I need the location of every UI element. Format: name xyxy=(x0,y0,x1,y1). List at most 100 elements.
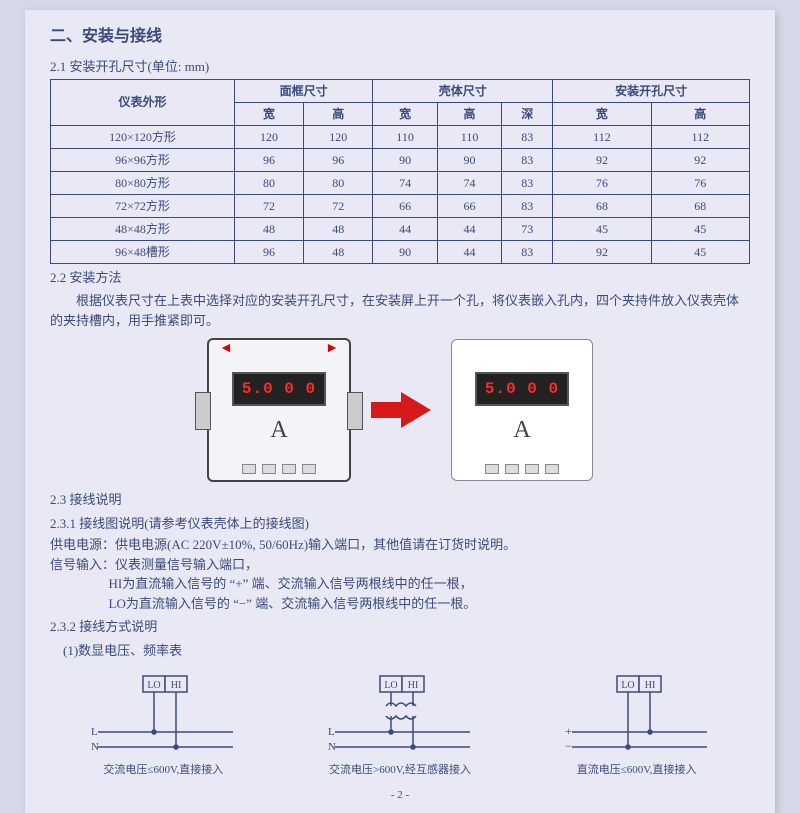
svg-text:HI: HI xyxy=(408,680,419,691)
table-cell: 66 xyxy=(437,194,501,217)
heading-2-1: 2.1 安装开孔尺寸(单位: mm) xyxy=(50,57,750,77)
col-frame: 面框尺寸 xyxy=(234,79,372,102)
table-cell: 45 xyxy=(651,240,749,263)
table-cell: 72 xyxy=(304,194,373,217)
svg-text:N: N xyxy=(91,741,99,753)
table-cell: 96×48槽形 xyxy=(51,240,235,263)
table-cell: 80 xyxy=(304,171,373,194)
table-cell: 48 xyxy=(304,217,373,240)
table-cell: 120×120方形 xyxy=(51,125,235,148)
meter-with-clips: ◄► 5.0 0 0 A xyxy=(207,338,351,482)
table-cell: 96 xyxy=(234,240,303,263)
install-figure: ◄► 5.0 0 0 A 5.0 0 0 A xyxy=(50,338,750,482)
table-header-row: 仪表外形 面框尺寸 壳体尺寸 安装开孔尺寸 xyxy=(51,79,750,102)
table-cell: 44 xyxy=(437,217,501,240)
svg-text:+: + xyxy=(565,724,572,738)
svg-text:−: − xyxy=(565,739,572,753)
wiring-svg-3: LO HI + − xyxy=(557,672,717,762)
top-arrows: ◄► xyxy=(209,338,349,359)
col-shape: 仪表外形 xyxy=(51,79,235,125)
svg-text:LO: LO xyxy=(621,680,634,691)
table-cell: 92 xyxy=(553,148,651,171)
table-cell: 48 xyxy=(234,217,303,240)
page-title: 二、安装与接线 xyxy=(50,25,750,49)
table-cell: 45 xyxy=(553,217,651,240)
table-cell: 83 xyxy=(502,171,553,194)
table-row: 120×120方形12012011011083112112 xyxy=(51,125,750,148)
unit-label: A xyxy=(270,412,287,448)
lcd-value: 5.0 0 0 xyxy=(242,377,316,401)
wiring-diagram-1: LO HI L N 交流电压≤600V,直接接入 xyxy=(63,672,263,779)
table-cell: 74 xyxy=(373,171,437,194)
svg-text:LO: LO xyxy=(148,680,161,691)
wiring-diagram-3: LO HI + − 直流电压≤600V,直接接入 xyxy=(537,672,737,779)
table-cell: 96 xyxy=(234,148,303,171)
table-cell: 96 xyxy=(304,148,373,171)
table-cell: 74 xyxy=(437,171,501,194)
table-cell: 48×48方形 xyxy=(51,217,235,240)
clip-right-icon xyxy=(347,392,363,430)
svg-text:HI: HI xyxy=(644,680,655,691)
table-cell: 76 xyxy=(651,171,749,194)
table-row: 96×96方形96969090839292 xyxy=(51,148,750,171)
table-cell: 83 xyxy=(502,148,553,171)
table-row: 48×48方形48484444734545 xyxy=(51,217,750,240)
table-cell: 90 xyxy=(437,148,501,171)
wiring-diagram-2: LO HI L N 交流电压>600V,经互感器接入 xyxy=(300,672,500,779)
table-cell: 44 xyxy=(437,240,501,263)
table-cell: 68 xyxy=(553,194,651,217)
table-cell: 73 xyxy=(502,217,553,240)
table-cell: 120 xyxy=(304,125,373,148)
table-cell: 92 xyxy=(651,148,749,171)
signal-text: 仪表测量信号输入端口， xyxy=(115,557,258,572)
svg-text:L: L xyxy=(328,726,335,738)
table-cell: 45 xyxy=(651,217,749,240)
page-number: - 2 - xyxy=(50,787,750,804)
lcd-value: 5.0 0 0 xyxy=(485,377,559,401)
table-cell: 80 xyxy=(234,171,303,194)
heading-2-3-1: 2.3.1 接线图说明(请参考仪表壳体上的接线图) xyxy=(50,514,750,534)
power-line: 供电电源：供电电源(AC 220V±10%, 50/60Hz)输入端口，其他值请… xyxy=(50,535,750,555)
table-cell: 72×72方形 xyxy=(51,194,235,217)
svg-text:HI: HI xyxy=(171,680,182,691)
table-cell: 83 xyxy=(502,194,553,217)
table-cell: 44 xyxy=(373,217,437,240)
table-cell: 120 xyxy=(234,125,303,148)
table-cell: 90 xyxy=(373,240,437,263)
table-cell: 68 xyxy=(651,194,749,217)
lcd-display: 5.0 0 0 xyxy=(232,372,326,406)
heading-2-3: 2.3 接线说明 xyxy=(50,490,750,510)
table-row: 80×80方形80807474837676 xyxy=(51,171,750,194)
table-row: 72×72方形72726666836868 xyxy=(51,194,750,217)
dimensions-table: 仪表外形 面框尺寸 壳体尺寸 安装开孔尺寸 宽 高 宽 高 深 宽 高 120×… xyxy=(50,79,750,264)
table-cell: 112 xyxy=(553,125,651,148)
col-body: 壳体尺寸 xyxy=(373,79,553,102)
table-cell: 83 xyxy=(502,125,553,148)
table-cell: 96×96方形 xyxy=(51,148,235,171)
table-cell: 48 xyxy=(304,240,373,263)
power-label: 供电电源： xyxy=(50,537,115,552)
wiring-svg-1: LO HI L N xyxy=(83,672,243,762)
table-cell: 80×80方形 xyxy=(51,171,235,194)
heading-2-2: 2.2 安装方法 xyxy=(50,268,750,288)
svg-text:LO: LO xyxy=(384,680,397,691)
table-cell: 83 xyxy=(502,240,553,263)
table-cell: 92 xyxy=(553,240,651,263)
lo-text: LO为直流输入信号的 “−” 端、交流输入信号两根线中的任一根。 xyxy=(109,594,751,614)
hi-text: HI为直流输入信号的 “+” 端、交流输入信号两根线中的任一根， xyxy=(109,574,751,594)
unit-label: A xyxy=(513,412,530,448)
col-cutout: 安装开孔尺寸 xyxy=(553,79,750,102)
meter-buttons xyxy=(242,464,316,474)
document-page: 二、安装与接线 2.1 安装开孔尺寸(单位: mm) 仪表外形 面框尺寸 壳体尺… xyxy=(25,10,775,813)
table-cell: 76 xyxy=(553,171,651,194)
wiring-svg-2: LO HI L N xyxy=(320,672,480,762)
table-cell: 110 xyxy=(437,125,501,148)
table-cell: 112 xyxy=(651,125,749,148)
table-cell: 110 xyxy=(373,125,437,148)
table-cell: 90 xyxy=(373,148,437,171)
table-row: 96×48槽形96489044839245 xyxy=(51,240,750,263)
signal-label: 信号输入： xyxy=(50,557,115,572)
meter-installed: 5.0 0 0 A xyxy=(451,339,593,481)
wiring-caption-3: 直流电压≤600V,直接接入 xyxy=(537,762,737,779)
wiring-caption-2: 交流电压>600V,经互感器接入 xyxy=(300,762,500,779)
